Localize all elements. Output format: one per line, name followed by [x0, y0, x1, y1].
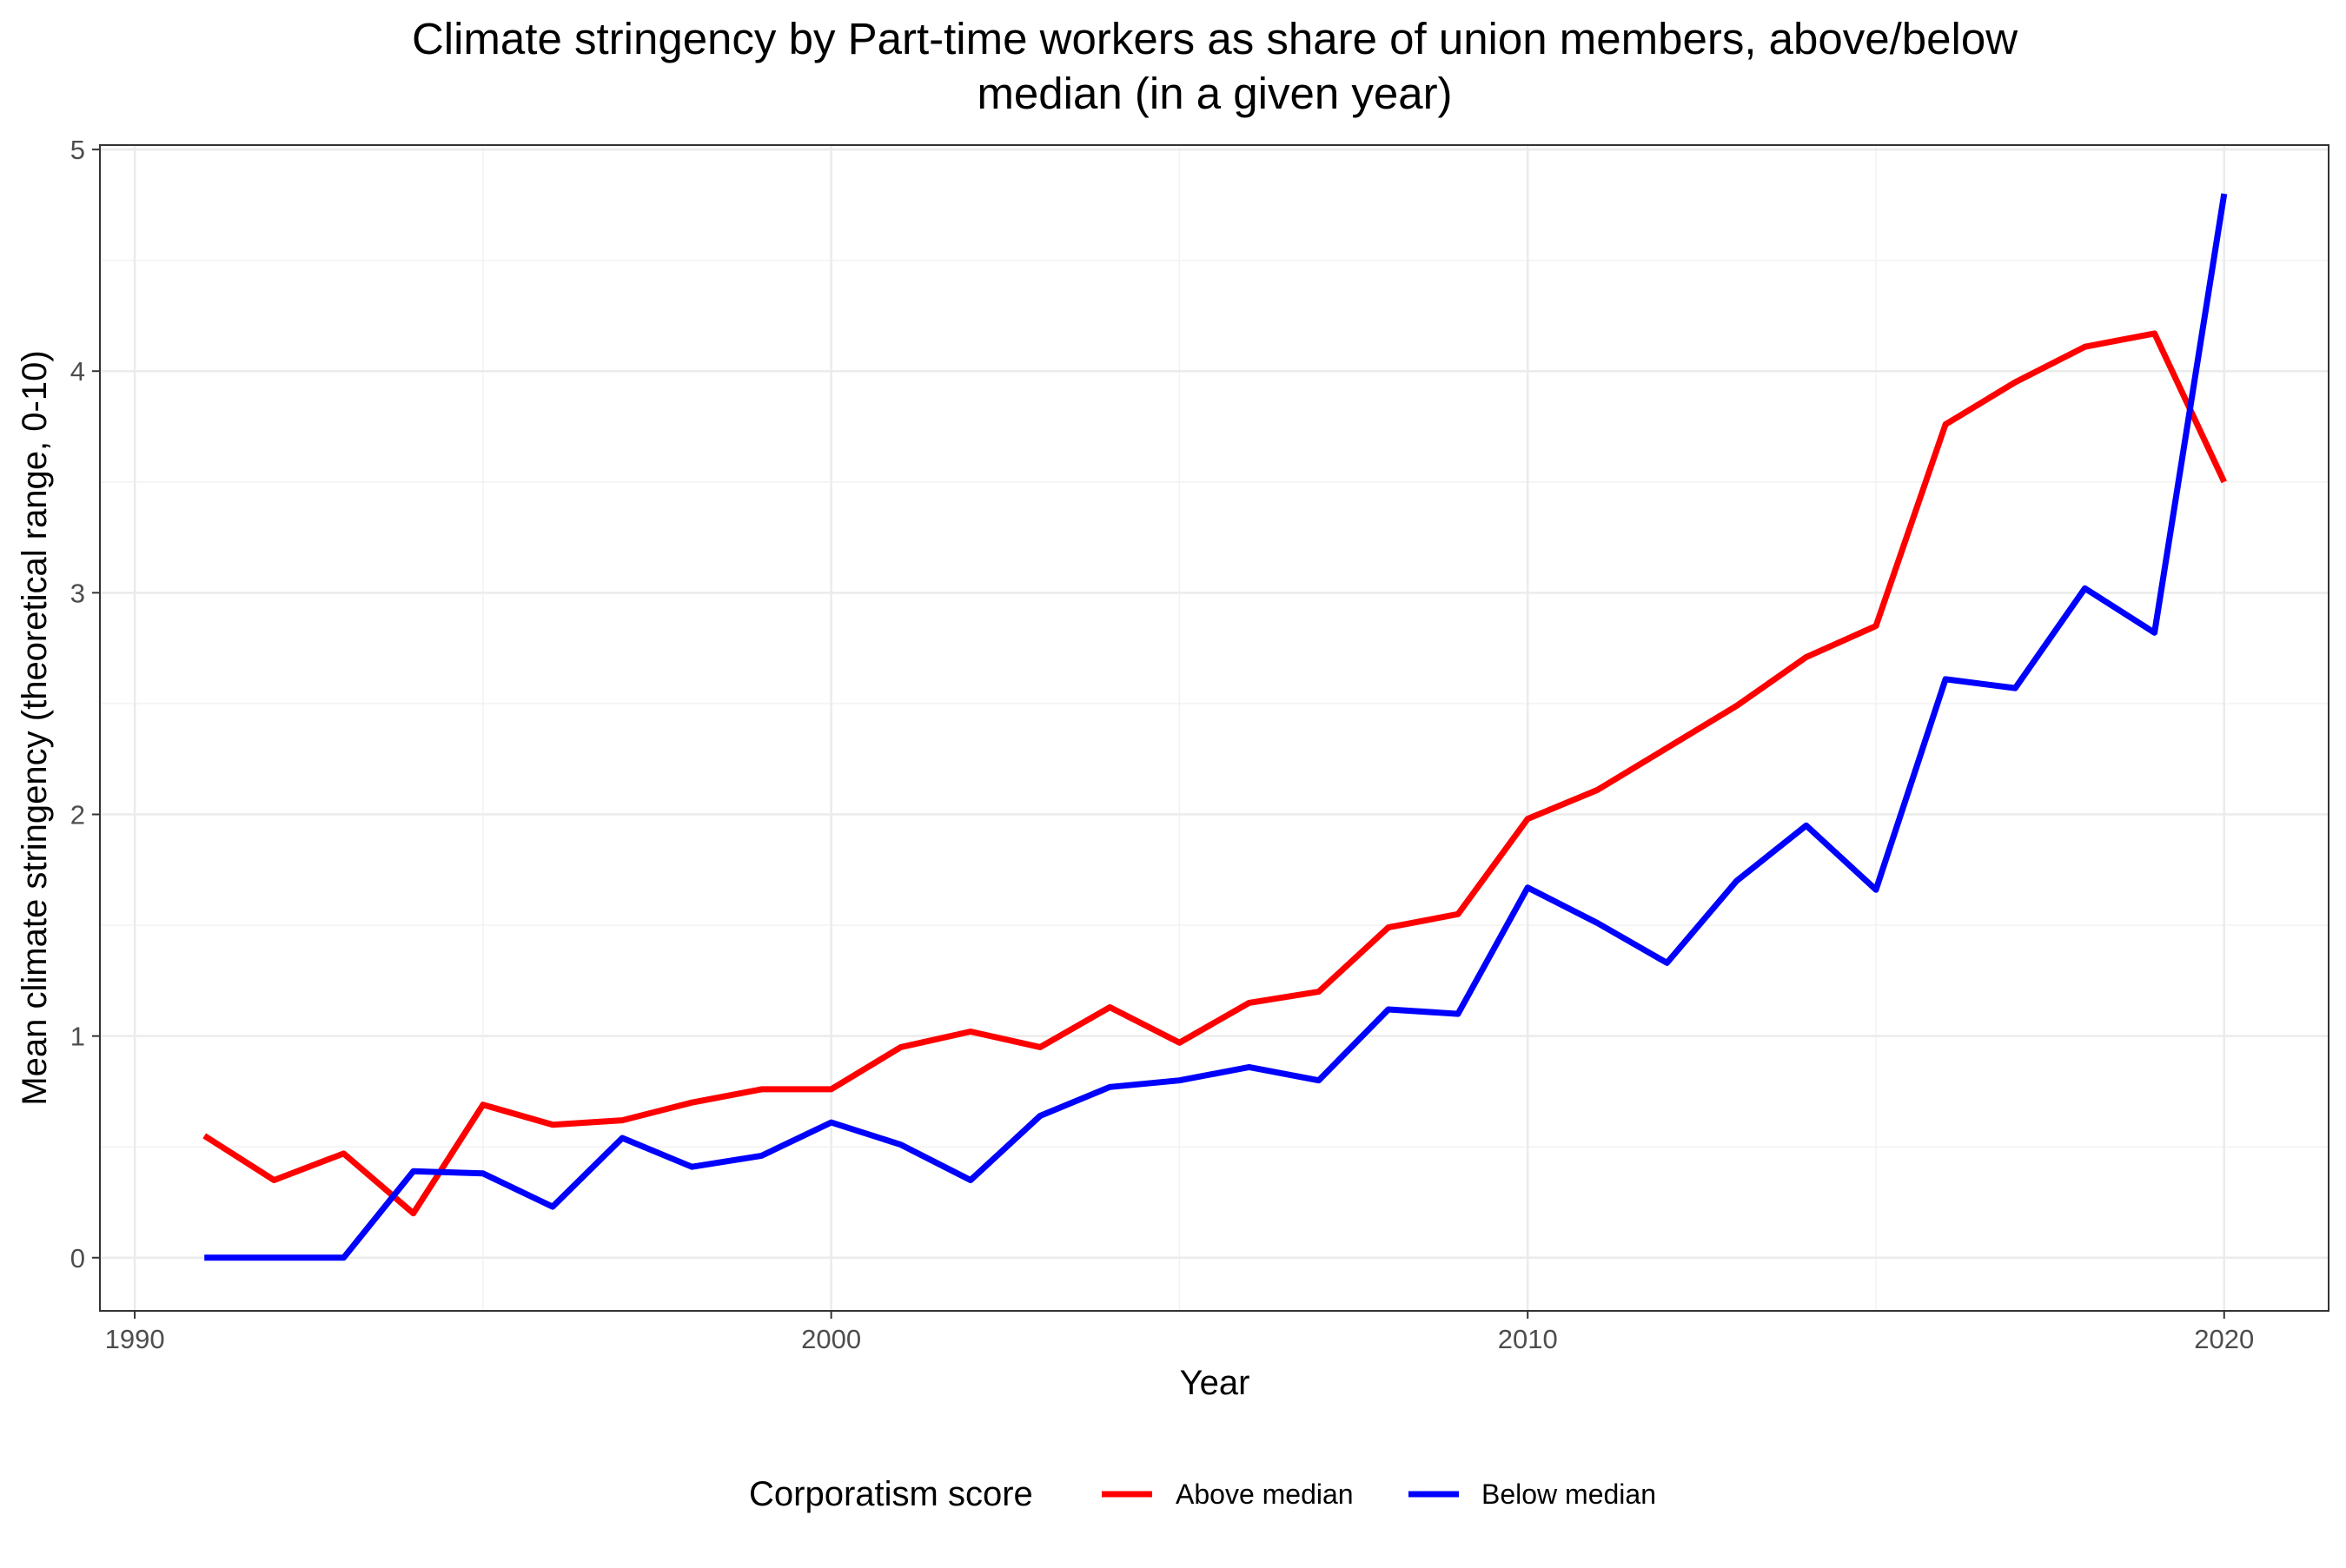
plot-panel-border	[99, 144, 2329, 1312]
y-tick-label: 3	[70, 578, 85, 608]
major-gridlines	[100, 145, 2329, 1311]
series-line-above-median	[202, 330, 2227, 1217]
y-axis: 0 1 2 3 4 5	[70, 135, 100, 1274]
y-tick-label: 1	[70, 1022, 85, 1052]
y-tick-label: 0	[70, 1243, 85, 1274]
y-tick-label: 4	[70, 356, 85, 387]
series-lines	[202, 193, 2228, 1261]
chart-title-line-1: Climate stringency by Part-time workers …	[412, 14, 2018, 63]
x-tick-label: 2020	[2194, 1324, 2254, 1354]
x-tick-label: 2010	[1498, 1324, 1558, 1354]
minor-gridlines	[100, 145, 2329, 1311]
x-tick-label: 1990	[105, 1324, 165, 1354]
y-tick-label: 2	[70, 800, 85, 830]
series-line-below-median	[204, 193, 2228, 1261]
x-axis-title: Year	[1180, 1364, 1250, 1402]
x-axis: 1990 2000 2010 2020	[105, 1311, 2254, 1354]
legend-label-above-median: Above median	[1176, 1479, 1354, 1510]
legend-title: Corporatism score	[749, 1475, 1033, 1513]
x-tick-label: 2000	[801, 1324, 861, 1354]
chart-title-line-2: median (in a given year)	[977, 69, 1452, 118]
y-tick-label: 5	[70, 135, 85, 165]
legend-label-below-median: Below median	[1481, 1479, 1656, 1510]
legend: Corporatism score Above median Below med…	[749, 1475, 1656, 1513]
y-axis-title: Mean climate stringency (theoretical ran…	[16, 350, 54, 1105]
